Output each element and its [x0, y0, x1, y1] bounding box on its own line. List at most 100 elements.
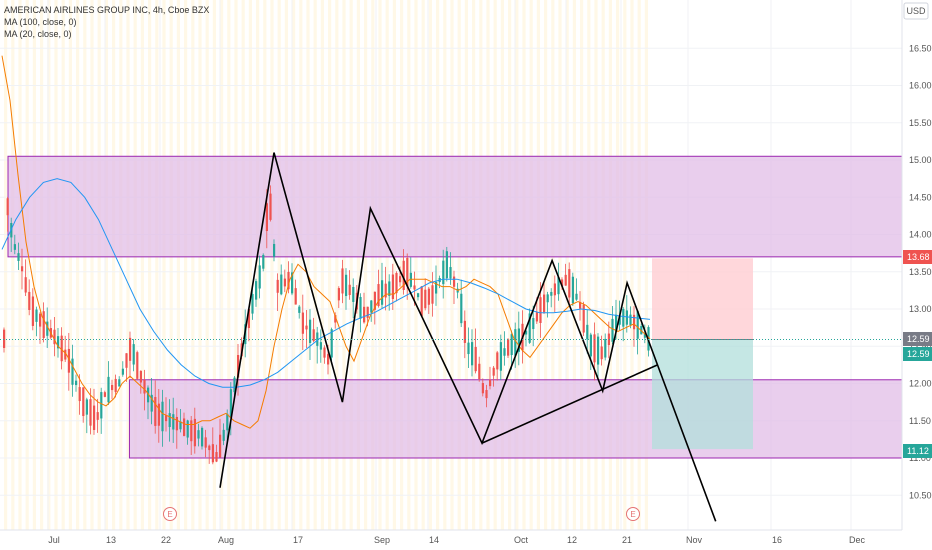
price-tick-label: 15.50: [909, 118, 932, 128]
price-tick-label: 16.50: [909, 43, 932, 53]
candle-body: [388, 281, 391, 296]
candle-body: [615, 314, 618, 332]
session-stripe: [522, 0, 526, 530]
candle-body: [283, 278, 286, 287]
candle-body: [316, 332, 319, 346]
session-stripe: [407, 0, 411, 530]
candle-body: [197, 430, 200, 439]
session-stripe: [241, 0, 245, 530]
lower-demand-zone: [128, 379, 903, 459]
candle-body: [53, 329, 56, 345]
session-stripe: [450, 0, 454, 530]
session-stripe: [472, 0, 476, 530]
candle-body: [463, 320, 466, 343]
candle-body: [622, 308, 625, 327]
session-stripe: [364, 0, 368, 530]
price-badge: [903, 250, 932, 264]
candle-body: [327, 354, 330, 365]
candle-body: [31, 296, 34, 326]
candle-body: [237, 355, 240, 378]
candle-body: [179, 421, 182, 430]
candle-body: [503, 348, 506, 356]
candle-body: [280, 274, 283, 295]
candle-body: [334, 315, 337, 323]
candle-body: [215, 452, 218, 462]
session-stripe: [126, 0, 130, 530]
candle-body: [413, 285, 416, 290]
candle-body: [219, 434, 222, 458]
candle-body: [543, 294, 546, 313]
candle-body: [78, 387, 81, 402]
session-stripe: [277, 0, 281, 530]
session-stripe: [4, 0, 8, 530]
candle-body: [492, 367, 495, 376]
symbol-title[interactable]: AMERICAN AIRLINES GROUP INC, 4h, Cboe BZ…: [4, 5, 210, 15]
candle-body: [35, 309, 38, 322]
candle-body: [291, 272, 294, 294]
time-tick-label: Aug: [218, 535, 234, 545]
candle-body: [481, 383, 484, 394]
candle-body: [168, 413, 171, 428]
session-stripe: [328, 0, 332, 530]
candle-body: [118, 379, 121, 387]
candle-body: [633, 314, 636, 330]
candle-body: [21, 266, 24, 272]
candle-body: [67, 348, 70, 373]
candle-body: [132, 344, 135, 365]
price-badge-label: 12.59: [907, 349, 930, 359]
session-stripe: [140, 0, 144, 530]
candle-body: [255, 281, 258, 300]
support-trendline: [481, 364, 658, 444]
time-tick-label: 17: [293, 535, 303, 545]
candle-body: [273, 243, 276, 257]
candle-body: [147, 387, 150, 403]
candle-body: [298, 306, 301, 313]
session-stripe: [112, 0, 116, 530]
session-stripe: [464, 0, 468, 530]
session-stripe: [335, 0, 339, 530]
session-stripe: [421, 0, 425, 530]
candle-body: [294, 288, 297, 305]
candle-body: [496, 352, 499, 370]
candle-body: [114, 378, 117, 392]
candle-body: [478, 363, 481, 380]
candle-body: [611, 318, 614, 342]
candle-body: [445, 251, 448, 279]
candle-body: [409, 272, 412, 287]
candle-body: [575, 293, 578, 300]
session-stripe: [385, 0, 389, 530]
candle-body: [643, 333, 646, 338]
candle-body: [93, 405, 96, 430]
candle-body: [417, 293, 420, 298]
price-tick-label: 12.00: [909, 379, 932, 389]
candle-body: [381, 280, 384, 305]
time-tick-label: 22: [161, 535, 171, 545]
candle-body: [589, 334, 592, 357]
ma-100-label[interactable]: MA (100, close, 0): [4, 17, 77, 27]
price-tick-label: 13.50: [909, 267, 932, 277]
ma-20-line: [1, 55, 651, 429]
ma-20-label[interactable]: MA (20, close, 0): [4, 29, 72, 39]
candle-body: [467, 342, 470, 355]
price-badge: [903, 444, 932, 458]
session-stripe: [608, 0, 612, 530]
session-stripe: [148, 0, 152, 530]
price-axis: [902, 0, 932, 550]
candle-body: [348, 284, 351, 296]
candle-body: [366, 306, 369, 318]
candle-body: [107, 376, 110, 403]
session-stripe: [400, 0, 404, 530]
candle-body: [532, 318, 535, 330]
candle-body: [449, 267, 452, 279]
session-stripe: [392, 0, 396, 530]
candle-body: [597, 336, 600, 365]
session-stripe: [637, 0, 641, 530]
session-stripe: [587, 0, 591, 530]
candle-body: [233, 377, 236, 393]
session-stripe: [191, 0, 195, 530]
session-stripe: [457, 0, 461, 530]
session-stripe: [25, 0, 29, 530]
candle-body: [431, 285, 434, 304]
price-tick-label: 14.50: [909, 192, 932, 202]
